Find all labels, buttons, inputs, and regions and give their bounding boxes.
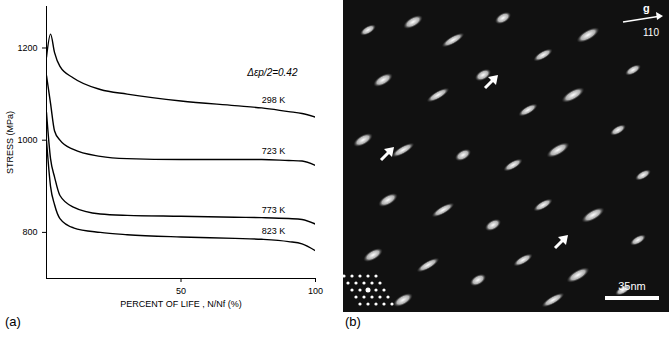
svg-text:PERCENT OF LIFE , N/Nf (%): PERCENT OF LIFE , N/Nf (%) (120, 299, 241, 309)
html-text:(a): (a) (5, 314, 21, 329)
svg-text:100: 100 (308, 286, 323, 296)
html-text:(b): (b) (345, 314, 361, 329)
svg-text:1200: 1200 (17, 43, 37, 53)
svg-text:773 K: 773 K (262, 205, 286, 215)
svg-text:823 K: 823 K (262, 226, 286, 236)
svg-text:50: 50 (176, 286, 186, 296)
svg-text:110: 110 (643, 27, 659, 38)
svg-text:1000: 1000 (17, 135, 37, 145)
svg-text:g: g (643, 2, 650, 14)
svg-text:Δεp/2=0.42: Δεp/2=0.42 (246, 67, 298, 78)
svg-text:35nm: 35nm (618, 280, 646, 292)
svg-text:800: 800 (22, 227, 37, 237)
svg-text:STRESS (MPa): STRESS (MPa) (5, 111, 15, 174)
svg-text:723 K: 723 K (262, 146, 286, 156)
svg-text:298 K: 298 K (262, 95, 286, 105)
